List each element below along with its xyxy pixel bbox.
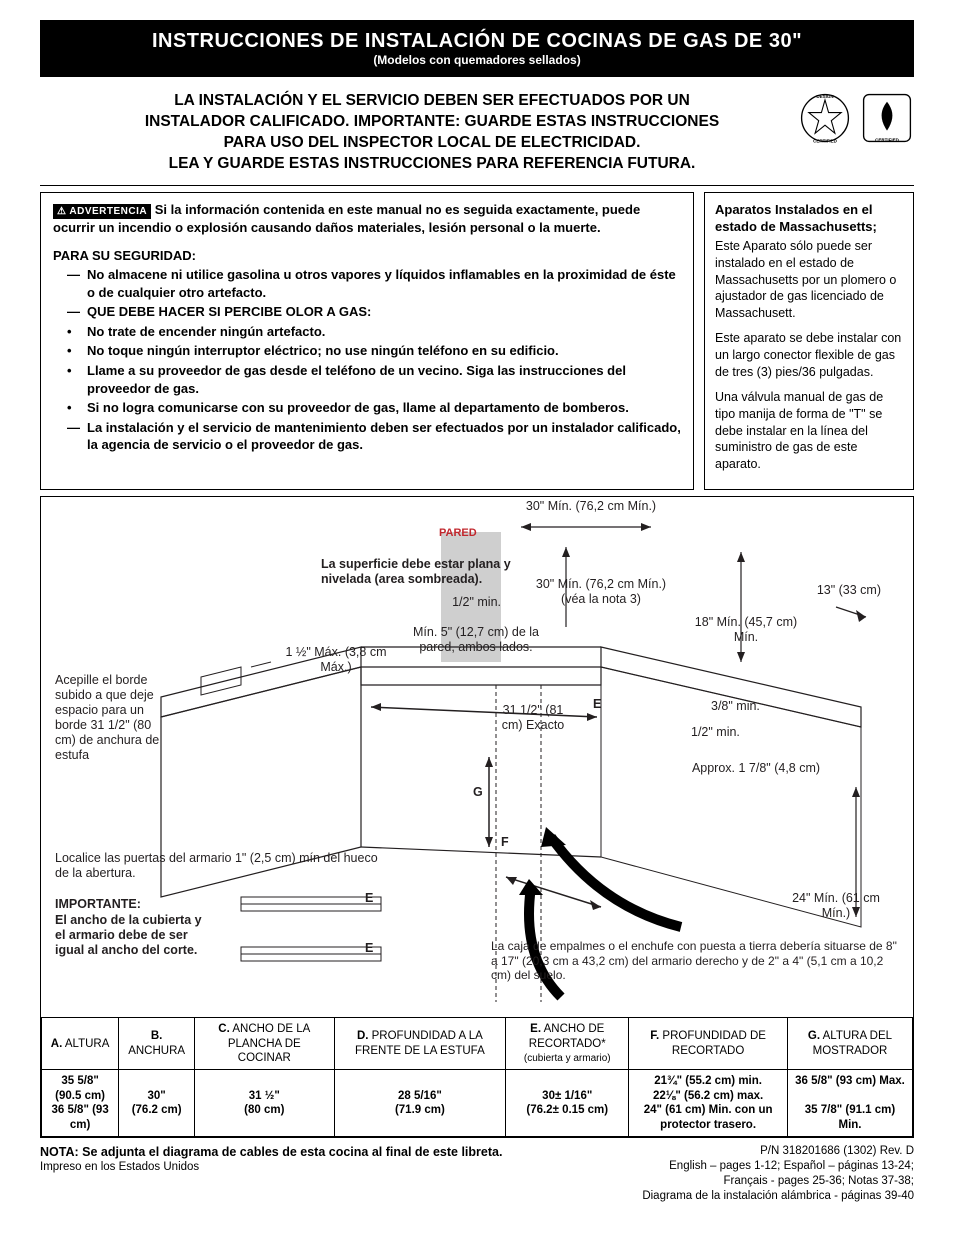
mass-paragraph: Este aparato se debe instalar con un lar…: [715, 330, 903, 381]
mass-paragraph: Una válvula manual de gas de tipo manija…: [715, 389, 903, 473]
dim-header: A. ALTURA: [42, 1018, 119, 1070]
dimensions-table: A. ALTURAB. ANCHURAC. ANCHO DE LA PLANCH…: [41, 1017, 913, 1137]
dim-1-5max: 1 ½" Máx. (3,8 cm Máx.): [281, 645, 391, 675]
dim-header: G. ALTURA DEL MOSTRADOR: [787, 1018, 912, 1070]
footer-impreso: Impreso en los Estados Unidos: [40, 1160, 502, 1175]
safety-item: No trate de encender ningún artefacto.: [53, 323, 681, 341]
label-importante: El ancho de la cubierta y el armario deb…: [55, 913, 215, 958]
dim-13: 13" (33 cm): [801, 583, 881, 598]
safety-heading: PARA SU SEGURIDAD:: [53, 247, 681, 265]
dim-cell: 30"(76.2 cm): [119, 1070, 195, 1137]
certification-icons: DESIGN CERTIFIED CERTIFIED: [798, 91, 914, 145]
design-certified-icon: DESIGN CERTIFIED: [798, 91, 852, 145]
label-importante-h: IMPORTANTE:: [55, 897, 141, 912]
mass-paragraph: Este Aparato sólo puede ser instalado en…: [715, 238, 903, 322]
installation-diagram: PARED La superficie debe estar plana y n…: [40, 496, 914, 1138]
csa-certified-icon: CERTIFIED: [860, 91, 914, 145]
hero-line: INSTALADOR CALIFICADO. IMPORTANTE: GUARD…: [80, 112, 784, 133]
dim-31-5: 31 1/2" (81 cm) Exacto: [493, 703, 573, 733]
dim-cell: 21¾" (55.2 cm) min.22⅛" (56.2 cm) max.24…: [629, 1070, 788, 1137]
safety-item: QUE DEBE HACER SI PERCIBE OLOR A GAS:: [53, 303, 681, 321]
svg-text:CERTIFIED: CERTIFIED: [875, 137, 900, 142]
dim-cell: 35 5/8" (90.5 cm)36 5/8" (93 cm): [42, 1070, 119, 1137]
hero-block: LA INSTALACIÓN Y EL SERVICIO DEBEN SER E…: [40, 91, 914, 186]
main-title: INSTRUCCIONES DE INSTALACIÓN DE COCINAS …: [48, 30, 906, 53]
dim-cell: 28 5/16"(71.9 cm): [334, 1070, 506, 1137]
massachusetts-box: Aparatos Instalados en el estado de Mass…: [704, 192, 914, 490]
dim-header: B. ANCHURA: [119, 1018, 195, 1070]
dim-5in: Mín. 5" (12,7 cm) de la pared, ambos lad…: [411, 625, 541, 655]
label-caja: La caja de empalmes o el enchufe con pue…: [491, 939, 901, 982]
warning-box: ADVERTENCIA Si la información contenida …: [40, 192, 694, 490]
safety-item: Llame a su proveedor de gas desde el tel…: [53, 362, 681, 397]
dim-18: 18" Mín. (45,7 cm) Mín.: [681, 615, 811, 645]
footer-part-number: P/N 318201686 (1302) Rev. D: [642, 1144, 914, 1159]
dim-cell: 30± 1/16"(76.2± 0.15 cm): [506, 1070, 629, 1137]
hero-line: LEA Y GUARDE ESTAS INSTRUCCIONES PARA RE…: [80, 154, 784, 175]
dim-header: F. PROFUNDIDAD DE RECORTADO: [629, 1018, 788, 1070]
label-localice: Localice las puertas del armario 1" (2,5…: [55, 851, 395, 881]
label-acepille: Acepille el borde subido a que deje espa…: [55, 673, 175, 763]
safety-item: La instalación y el servicio de mantenim…: [53, 419, 681, 454]
marker-G: G: [473, 785, 483, 800]
dim-cell: 31 ½"(80 cm): [195, 1070, 334, 1137]
footer-languages: English – pages 1-12; Español – páginas …: [642, 1159, 914, 1204]
footer: NOTA: Se adjunta el diagrama de cables d…: [40, 1144, 914, 1204]
safety-list: No almacene ni utilice gasolina u otros …: [53, 266, 681, 453]
safety-item: No toque ningún interruptor eléctrico; n…: [53, 342, 681, 360]
dim-half-min: 1/2" min.: [421, 595, 501, 610]
dim-approx: Approx. 1 7/8" (4,8 cm): [681, 761, 831, 776]
dim-24: 24" Mín. (61 cm Mín.): [781, 891, 891, 921]
title-banner: INSTRUCCIONES DE INSTALACIÓN DE COCINAS …: [40, 20, 914, 77]
safety-item: No almacene ni utilice gasolina u otros …: [53, 266, 681, 301]
footer-nota: NOTA: Se adjunta el diagrama de cables d…: [40, 1144, 502, 1160]
svg-text:DESIGN: DESIGN: [816, 94, 833, 99]
svg-text:CERTIFIED: CERTIFIED: [813, 138, 838, 143]
dim-header: D. PROFUNDIDAD A LA FRENTE DE LA ESTUFA: [334, 1018, 506, 1070]
dim-cell: 36 5/8" (93 cm) Max.35 7/8" (91.1 cm) Mi…: [787, 1070, 912, 1137]
dim-header: E. ANCHO DE RECORTADO* (cubierta y armar…: [506, 1018, 629, 1070]
hero-line: LA INSTALACIÓN Y EL SERVICIO DEBEN SER E…: [80, 91, 784, 112]
marker-E: E: [593, 697, 601, 712]
dim-1-2b: 1/2" min.: [691, 725, 740, 740]
label-pared: PARED: [439, 527, 477, 540]
marker-F: F: [501, 835, 509, 850]
dim-3-8: 3/8" min.: [711, 699, 760, 714]
label-surface: La superficie debe estar plana y nivelad…: [321, 557, 531, 587]
hero-line: PARA USO DEL INSPECTOR LOCAL DE ELECTRIC…: [80, 133, 784, 154]
dim-30b: 30" Mín. (76,2 cm Mín.) (véa la nota 3): [531, 577, 671, 607]
marker-E3: E: [365, 941, 373, 956]
subtitle: (Modelos con quemadores sellados): [48, 53, 906, 67]
dim-30a: 30" Mín. (76,2 cm Mín.): [521, 499, 661, 514]
warning-label: ADVERTENCIA: [53, 204, 151, 220]
dim-header: C. ANCHO DE LA PLANCHA DE COCINAR: [195, 1018, 334, 1070]
mass-title: Aparatos Instalados en el estado de Mass…: [715, 201, 903, 236]
marker-E2: E: [365, 891, 373, 906]
safety-item: Si no logra comunicarse con su proveedor…: [53, 399, 681, 417]
